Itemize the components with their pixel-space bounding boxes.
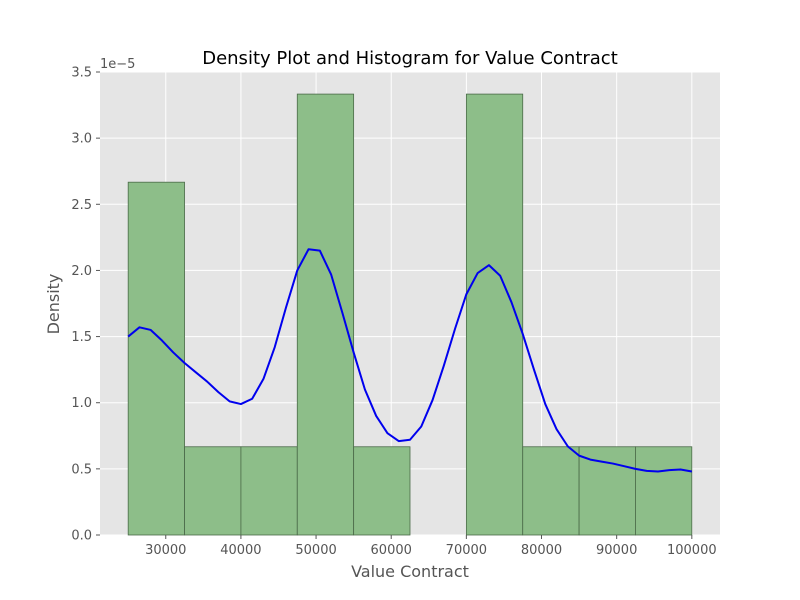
histogram-bar [578,446,636,536]
histogram-bar [296,93,355,536]
x-tick-label: 40000 [220,543,261,558]
histogram-bar [127,181,185,536]
y-tick-label: 1.5 [71,330,92,345]
y-tick-label: 3.0 [71,132,92,147]
histogram-bar [635,446,693,536]
x-tick-label: 70000 [446,543,487,558]
histogram-bar [522,446,580,536]
y-tick-label: 2.5 [71,198,92,213]
histogram-bar [184,446,242,536]
y-tick-label: 2.0 [71,264,92,279]
y-axis-ticks: 0.0 0.5 1.0 1.5 2.0 2.5 3.0 3.5 [71,66,100,544]
y-tick-label: 0.5 [71,462,92,477]
x-tick-label: 80000 [521,543,562,558]
x-tick-label: 50000 [295,543,336,558]
density-curve-layer [127,248,692,473]
x-tick-label: 60000 [371,543,412,558]
histogram-bars [127,93,693,536]
x-axis-label: Value Contract [351,562,469,581]
density-line [127,248,692,473]
y-axis-label: Density [44,274,63,335]
y-offset-label: 1e−5 [100,57,135,72]
x-tick-label: 100000 [667,543,717,558]
y-tick-label: 0.0 [71,529,92,544]
histogram-bar [240,446,298,536]
x-tick-label: 30000 [145,543,186,558]
histogram-bar [465,93,524,536]
x-tick-label: 90000 [596,543,637,558]
y-tick-label: 1.0 [71,396,92,411]
y-tick-label: 3.5 [71,66,92,81]
x-axis-ticks: 30000 40000 50000 60000 70000 80000 90000 10000… [145,535,717,558]
histogram-bar [353,446,411,536]
chart-title: Density Plot and Histogram for Value Con… [202,48,618,69]
